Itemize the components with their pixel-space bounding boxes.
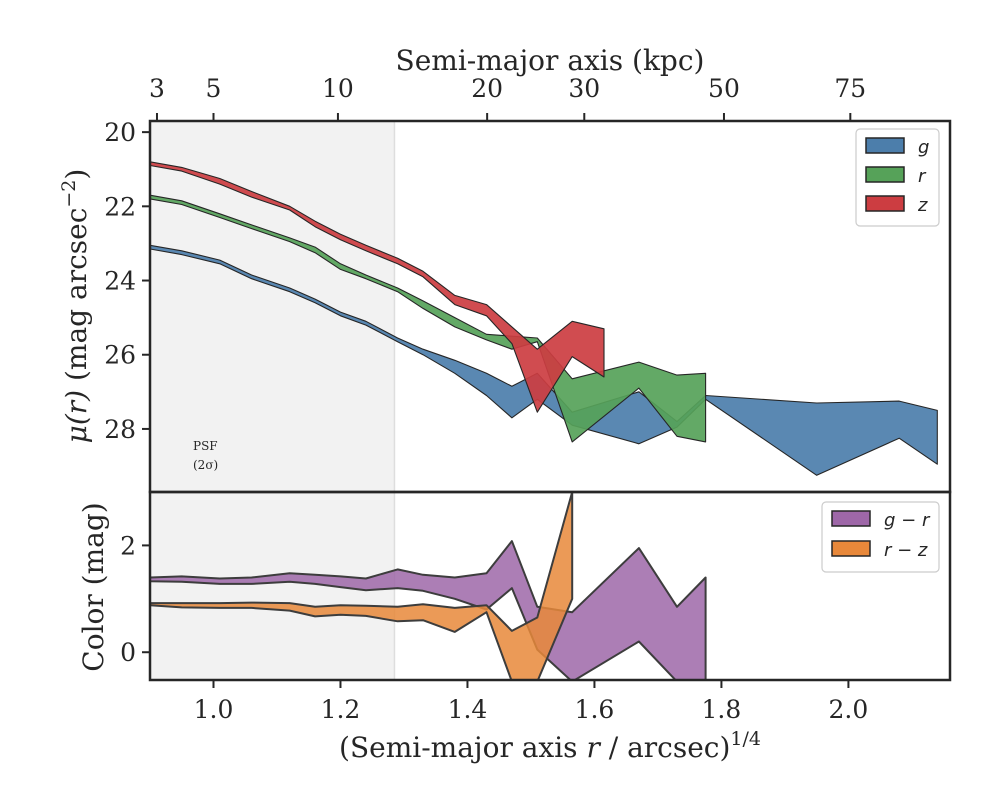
legend-label: g [918, 137, 929, 158]
legend-swatch [865, 137, 905, 154]
y-tick-label: 20 [104, 118, 136, 147]
top-tick-label: 75 [834, 74, 866, 103]
x-tick-label: 1.6 [575, 695, 615, 724]
top-axis-label: Semi-major axis (kpc) [396, 44, 705, 77]
color-y-tick-label: 0 [120, 638, 136, 667]
color-y-axis-label: Color (mag) [77, 502, 110, 671]
x-tick-label: 1.2 [321, 695, 361, 724]
legend-label: r [918, 166, 927, 187]
legend-label: g − r [884, 510, 931, 531]
top-tick-label: 10 [322, 74, 354, 103]
top-tick-label: 50 [708, 74, 740, 103]
psf-label: PSF [193, 439, 218, 453]
axis-labels: Semi-major axis (kpc) μ(r) (mag arcsec−2)… [58, 44, 761, 764]
legend-swatch [831, 540, 871, 557]
top-tick-label: 30 [568, 74, 600, 103]
band-z-series [150, 161, 605, 413]
x-tick-label: 2.0 [829, 695, 869, 724]
y-tick-label: 26 [104, 341, 136, 370]
x-tick-label: 1.8 [702, 695, 742, 724]
legend-swatch [865, 195, 905, 212]
top-tick-label: 5 [206, 74, 222, 103]
band-r-minus-z-series [150, 492, 574, 680]
top-tick-label: 3 [149, 74, 165, 103]
y-axis-label: μ(r) (mag arcsec−2) [58, 169, 93, 444]
legend-label: r − z [884, 540, 928, 561]
y-tick-label: 24 [104, 267, 136, 296]
y-tick-label: 28 [104, 415, 136, 444]
top-tick-label: 20 [471, 74, 503, 103]
legend-swatch [865, 166, 905, 183]
bottom-panel-frame [148, 490, 952, 682]
band-g-series [150, 244, 938, 476]
x-axis-label: (Semi-major axis r / arcsec)1/4 [339, 728, 761, 764]
color-y-tick-label: 2 [120, 531, 136, 560]
y-tick-label: 22 [104, 192, 136, 221]
band-r-series [150, 194, 707, 443]
legend-label: z [917, 195, 928, 216]
x-tick-label: 1.4 [448, 695, 488, 724]
color-panel: 0 2 1.0 1.2 1.4 1.6 1.8 2.0 g − r r − z [120, 490, 952, 724]
band-g-minus-r-series [150, 540, 707, 680]
psf-label-sigma: (2σ) [193, 458, 218, 472]
x-tick-label: 1.0 [194, 695, 234, 724]
legend-swatch [831, 510, 871, 527]
